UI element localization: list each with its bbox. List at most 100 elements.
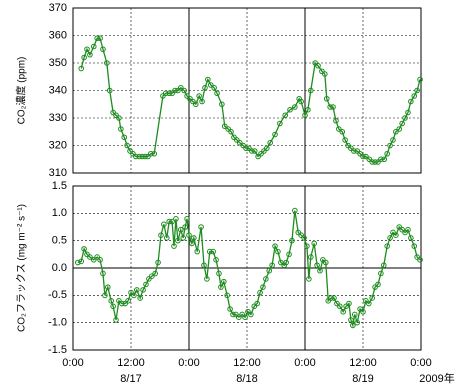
data-point	[205, 76, 211, 83]
data-point	[137, 295, 143, 301]
data-point	[221, 278, 227, 285]
data-point	[360, 153, 366, 160]
data-point	[97, 257, 103, 263]
data-point	[163, 235, 170, 241]
y-axis-label: CO₂フラックス (mg m⁻² s⁻¹)	[16, 204, 28, 332]
data-point	[306, 276, 312, 282]
data-point	[97, 35, 103, 42]
data-point	[234, 137, 240, 143]
data-point	[105, 284, 111, 290]
data-point	[331, 295, 337, 301]
data-point	[151, 150, 157, 157]
data-point	[152, 270, 158, 277]
data-point	[354, 319, 361, 326]
y-tick-label: 340	[49, 84, 67, 96]
y-tick-label: 0.0	[52, 262, 67, 274]
data-point	[166, 218, 172, 225]
data-point	[198, 224, 204, 230]
data-point	[216, 270, 222, 277]
data-point	[387, 142, 393, 149]
x-tick-label: 0:00	[178, 357, 199, 369]
data-point	[186, 232, 192, 238]
data-point	[142, 153, 148, 160]
y-tick-label: -0.5	[48, 289, 67, 301]
data-point	[351, 311, 358, 318]
data-point	[139, 153, 145, 160]
data-point	[140, 287, 146, 293]
data-point	[184, 93, 190, 99]
data-point	[121, 134, 128, 141]
data-point	[90, 257, 97, 263]
data-point	[219, 101, 225, 108]
data-point	[125, 298, 131, 304]
data-point	[319, 68, 325, 75]
data-point	[116, 115, 122, 121]
data-point	[181, 87, 187, 94]
y-axis-label: CO₂濃度 (ppm)	[15, 57, 28, 125]
data-point	[366, 300, 372, 307]
data-point	[172, 87, 178, 94]
y-tick-label: 310	[49, 167, 67, 179]
data-point	[399, 120, 405, 127]
data-point	[311, 240, 317, 247]
data-point	[118, 126, 124, 132]
data-point	[275, 248, 281, 255]
data-point	[133, 153, 139, 160]
data-point	[348, 145, 354, 152]
data-point	[287, 106, 293, 113]
data-point	[100, 270, 106, 277]
data-point	[175, 237, 181, 244]
data-point	[267, 139, 274, 146]
data-point	[264, 145, 270, 152]
data-point	[357, 150, 363, 157]
data-point	[81, 54, 87, 61]
y-tick-label: 1.5	[52, 180, 67, 192]
data-point	[251, 148, 258, 154]
data-point	[213, 257, 219, 263]
data-point	[292, 104, 298, 110]
plot-frame	[72, 185, 422, 351]
data-point	[378, 156, 384, 163]
data-point	[314, 262, 320, 269]
data-point	[390, 137, 396, 143]
data-line	[77, 210, 421, 328]
data-point	[312, 60, 318, 66]
data-point	[166, 90, 172, 97]
data-point	[345, 142, 351, 149]
data-point	[266, 267, 273, 274]
data-point	[302, 112, 308, 119]
y-tick-label: 1.0	[52, 207, 67, 219]
data-point	[228, 128, 234, 135]
data-point	[305, 106, 311, 113]
data-point	[298, 98, 304, 105]
data-point	[127, 148, 133, 154]
data-point	[187, 95, 193, 102]
data-point	[171, 243, 177, 249]
data-point	[113, 112, 119, 119]
data-point	[194, 248, 201, 255]
data-point	[201, 262, 207, 269]
data-point	[207, 82, 214, 88]
data-point	[246, 145, 252, 152]
data-point	[254, 300, 260, 307]
data-point	[408, 235, 414, 241]
data-point	[206, 248, 213, 255]
data-point	[102, 292, 108, 299]
data-point	[210, 248, 216, 255]
data-line	[80, 37, 421, 163]
data-point	[202, 84, 208, 91]
data-point	[255, 153, 261, 160]
data-point	[204, 276, 210, 282]
data-point	[350, 322, 356, 329]
y-tick-label: 350	[49, 57, 67, 69]
data-point	[224, 292, 230, 299]
data-point	[327, 104, 333, 110]
data-point	[177, 226, 184, 233]
x-tick-label: 0:00	[294, 357, 315, 369]
data-point	[230, 311, 236, 318]
data-point	[78, 258, 85, 265]
data-point	[136, 153, 143, 160]
data-point	[292, 207, 298, 214]
data-point	[227, 306, 233, 312]
y-tick-label: 0.5	[52, 235, 67, 247]
